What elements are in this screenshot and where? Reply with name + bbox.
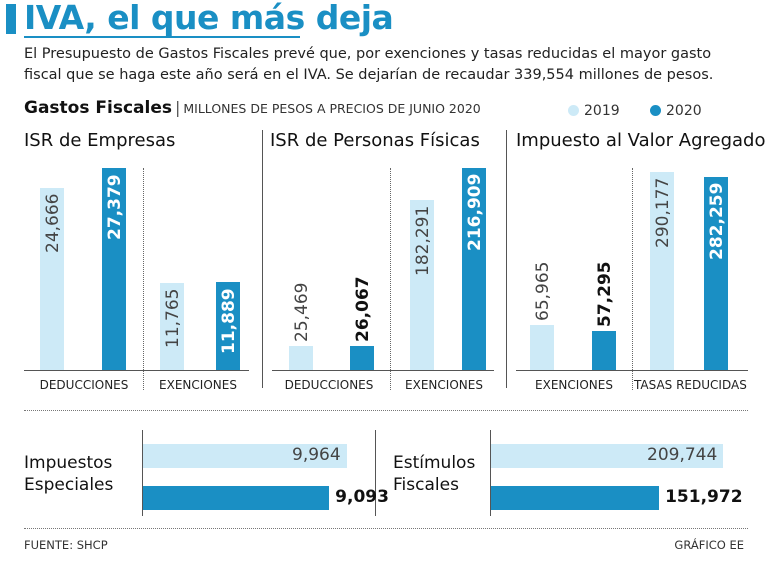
category-label: EXENCIONES [535,378,613,392]
panel-title-iva: Impuesto al Valor Agregado [516,130,766,151]
panel-title-isr-personas: ISR de Personas Físicas [270,130,480,151]
source-note: FUENTE: SHCP [24,538,108,552]
panel-divider-2 [506,130,507,388]
section-separator [24,410,748,411]
bar-2019 [410,200,434,370]
category-label: EXENCIONES [159,378,237,392]
hchart-title-line: Especiales [24,475,114,495]
hchart-title-line: Fiscales [393,475,459,495]
hbar-2020 [491,486,660,510]
data-label: 24,666 [43,193,63,254]
title-accent-bar [6,4,16,34]
group-divider-3 [632,168,633,390]
bar-2019 [650,172,674,370]
legend-swatch-2019 [568,105,579,116]
legend-label-2019: 2019 [584,103,620,119]
page-title: IVA, el que más deja [24,0,394,37]
category-label: TASAS REDUCIDAS [634,378,747,392]
credit-note: GRÁFICO EE [674,538,744,552]
baseline-2 [272,370,494,371]
hchart-title-line: Estímulos [393,453,476,473]
hchart-title-impuestos-especiales: Impuestos Especiales [24,452,113,496]
data-label: 209,744 [647,445,718,465]
data-label: 9,093 [335,487,389,507]
category-label: DEDUCCIONES [284,378,374,392]
bar-2020 [592,330,616,370]
bar-2019 [160,283,184,370]
hbar-2019 [491,444,723,468]
hchart-axis-2 [490,430,491,516]
baseline-3 [516,370,748,371]
legend-swatch-2020 [650,105,661,116]
unit-label: MILLONES DE PESOS A PRECIOS DE JUNIO 202… [183,101,481,116]
legend-label-2020: 2020 [666,103,702,119]
bar-2020 [462,168,486,370]
data-label: 11,889 [219,288,239,355]
hchart-axis-1 [142,430,143,516]
chart-subtitle: Gastos Fiscales | MILLONES DE PESOS A PREC… [24,98,481,118]
footer-separator [24,528,748,529]
category-label: EXENCIONES [405,378,483,392]
hchart-title-line: Impuestos [24,453,113,473]
bar-2019 [40,188,64,370]
hbar-2020 [143,486,330,510]
hchart-section-divider [375,430,376,516]
data-label: 216,909 [465,173,485,251]
panel-divider-1 [262,130,263,388]
data-label: 26,067 [353,276,373,342]
title-underline [24,36,300,38]
hbar-2019 [143,444,347,468]
data-label: 290,177 [653,177,673,248]
legend-2019: 2019 [568,103,620,119]
panel-title-isr-empresas: ISR de Empresas [24,130,176,151]
bar-2020 [350,345,374,370]
data-label: 182,291 [413,205,433,277]
data-label: 65,965 [533,261,553,321]
group-divider-1 [143,168,144,390]
subtitle-separator: | [174,98,181,117]
data-label: 151,972 [665,487,743,507]
baseline-1 [24,370,249,371]
bar-2020 [216,282,240,370]
legend-2020: 2020 [650,103,702,119]
hchart-title-estimulos-fiscales: Estímulos Fiscales [393,452,475,496]
data-label: 57,295 [595,261,615,327]
data-label: 282,259 [707,182,727,261]
data-label: 9,964 [292,445,341,465]
description: El Presupuesto de Gastos Fiscales prevé … [24,46,714,83]
data-label: 27,379 [105,174,125,240]
subtitle-text: Gastos Fiscales [24,98,172,118]
bar-2020 [102,168,126,370]
bar-2019 [289,346,313,370]
category-label: DEDUCCIONES [39,378,129,392]
data-label: 25,469 [292,282,312,343]
bar-2019 [530,324,554,370]
data-label: 11,765 [163,288,183,349]
bar-2020 [704,177,728,370]
group-divider-2 [390,168,391,390]
